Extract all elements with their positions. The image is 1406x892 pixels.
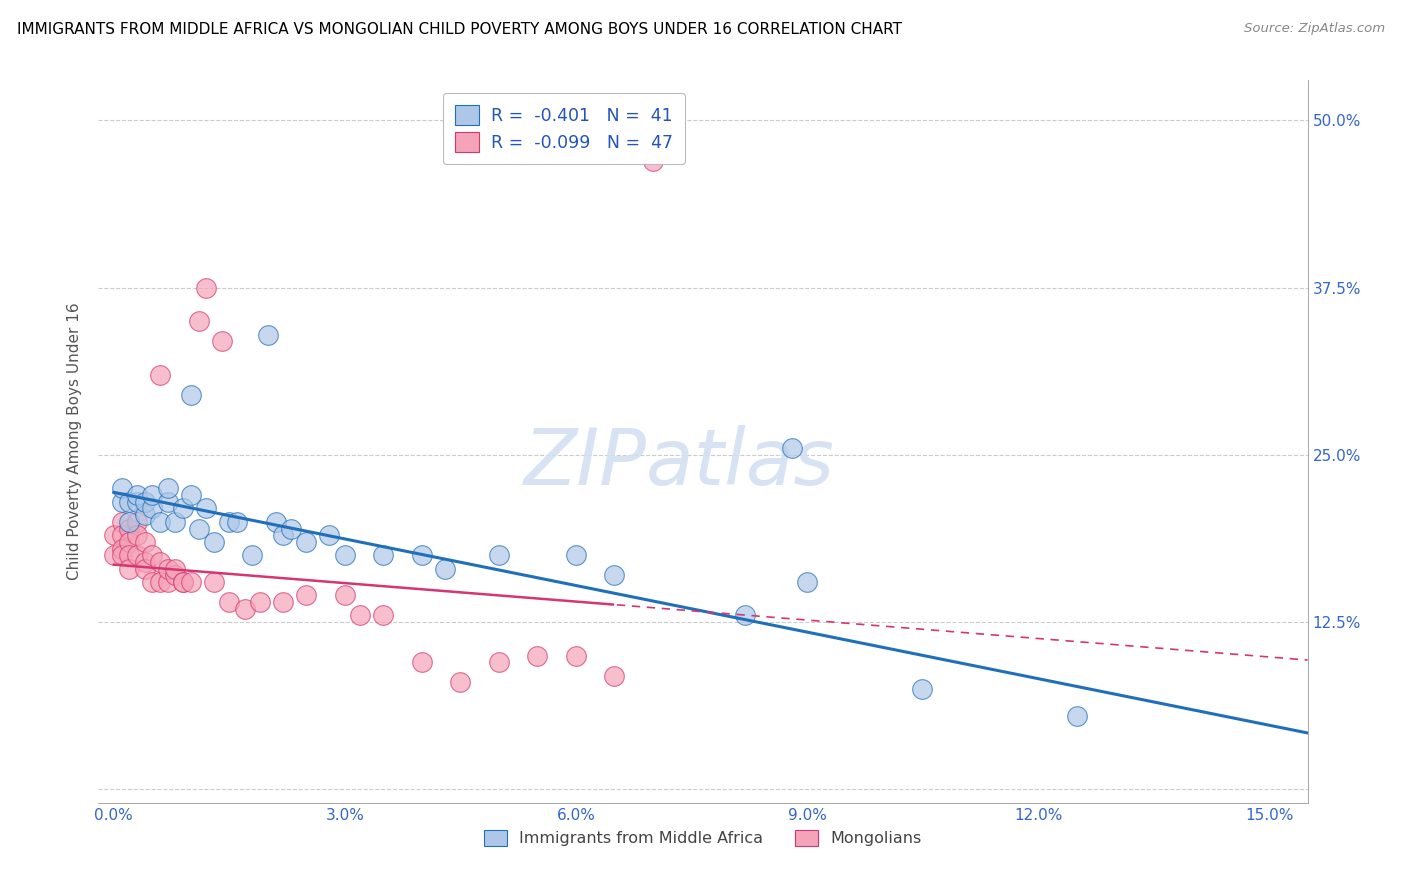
Point — [165, 568, 187, 582]
Point — [172, 501, 194, 516]
Point — [187, 521, 209, 535]
Point — [796, 575, 818, 590]
Point — [149, 555, 172, 569]
Point — [271, 595, 294, 609]
Point — [103, 528, 125, 542]
Point — [149, 368, 172, 382]
Point — [141, 548, 163, 563]
Point — [202, 535, 225, 549]
Point — [195, 281, 218, 295]
Point — [211, 334, 233, 349]
Point — [264, 515, 287, 529]
Point — [110, 494, 132, 508]
Point — [125, 528, 148, 542]
Point — [180, 575, 202, 590]
Point — [141, 488, 163, 502]
Y-axis label: Child Poverty Among Boys Under 16: Child Poverty Among Boys Under 16 — [67, 302, 83, 581]
Point — [172, 575, 194, 590]
Point — [449, 675, 471, 690]
Point — [156, 494, 179, 508]
Point — [333, 589, 356, 603]
Point — [110, 541, 132, 556]
Point — [271, 528, 294, 542]
Point — [565, 548, 588, 563]
Point — [134, 562, 156, 576]
Point — [734, 608, 756, 623]
Point — [118, 562, 141, 576]
Point — [218, 515, 240, 529]
Point — [641, 153, 664, 168]
Point — [349, 608, 371, 623]
Point — [141, 501, 163, 516]
Point — [118, 535, 141, 549]
Point — [226, 515, 249, 529]
Point — [202, 575, 225, 590]
Point — [149, 575, 172, 590]
Point — [180, 488, 202, 502]
Point — [165, 515, 187, 529]
Point — [103, 548, 125, 563]
Point — [141, 575, 163, 590]
Point — [242, 548, 264, 563]
Point — [218, 595, 240, 609]
Point — [526, 648, 548, 663]
Point — [333, 548, 356, 563]
Point — [118, 521, 141, 535]
Point — [118, 515, 141, 529]
Point — [125, 548, 148, 563]
Point — [488, 548, 510, 563]
Point — [565, 648, 588, 663]
Point — [249, 595, 271, 609]
Point — [134, 535, 156, 549]
Point — [373, 608, 395, 623]
Point — [780, 442, 803, 455]
Text: IMMIGRANTS FROM MIDDLE AFRICA VS MONGOLIAN CHILD POVERTY AMONG BOYS UNDER 16 COR: IMMIGRANTS FROM MIDDLE AFRICA VS MONGOLI… — [17, 22, 901, 37]
Text: ZIPatlas: ZIPatlas — [523, 425, 834, 501]
Point — [125, 494, 148, 508]
Point — [110, 528, 132, 542]
Point — [165, 562, 187, 576]
Text: Source: ZipAtlas.com: Source: ZipAtlas.com — [1244, 22, 1385, 36]
Point — [156, 575, 179, 590]
Point — [911, 682, 934, 697]
Point — [195, 501, 218, 516]
Point — [411, 655, 433, 669]
Point — [280, 521, 302, 535]
Point — [156, 482, 179, 496]
Point — [125, 515, 148, 529]
Point — [373, 548, 395, 563]
Point — [295, 589, 318, 603]
Point — [603, 568, 626, 582]
Point — [156, 562, 179, 576]
Legend: Immigrants from Middle Africa, Mongolians: Immigrants from Middle Africa, Mongolian… — [478, 823, 928, 853]
Point — [134, 494, 156, 508]
Point — [411, 548, 433, 563]
Point — [1066, 708, 1088, 723]
Point — [110, 548, 132, 563]
Point — [318, 528, 340, 542]
Point — [295, 535, 318, 549]
Point — [488, 655, 510, 669]
Point — [110, 515, 132, 529]
Point — [134, 555, 156, 569]
Point — [118, 494, 141, 508]
Point — [172, 575, 194, 590]
Point — [125, 488, 148, 502]
Point — [134, 508, 156, 523]
Point — [180, 387, 202, 401]
Point — [187, 314, 209, 328]
Point — [603, 669, 626, 683]
Point — [233, 602, 256, 616]
Point — [257, 327, 280, 342]
Point — [118, 548, 141, 563]
Point — [433, 562, 456, 576]
Point — [110, 482, 132, 496]
Point — [149, 515, 172, 529]
